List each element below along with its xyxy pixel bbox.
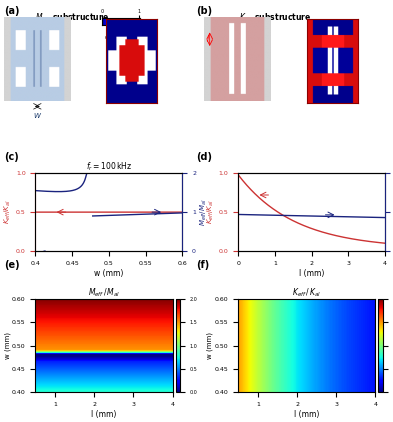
X-axis label: l (mm): l (mm) <box>299 268 324 278</box>
Text: (f): (f) <box>196 260 210 270</box>
Y-axis label: $K_{eff}/K_{al}$: $K_{eff}/K_{al}$ <box>206 200 216 225</box>
X-axis label: l (mm): l (mm) <box>91 410 117 419</box>
Y-axis label: w (mm): w (mm) <box>4 332 11 359</box>
Title: $f_r = 100\,\mathrm{kHz}$: $f_r = 100\,\mathrm{kHz}$ <box>86 161 132 173</box>
Text: Normalized
displacement: Normalized displacement <box>104 29 138 40</box>
X-axis label: l (mm): l (mm) <box>294 410 320 419</box>
X-axis label: w (mm): w (mm) <box>94 268 123 278</box>
Title: $K_{eff}\,/\,K_{al}$: $K_{eff}\,/\,K_{al}$ <box>292 287 321 299</box>
Text: (a): (a) <box>4 6 19 16</box>
Y-axis label: $M_{eff}/M_{al}$: $M_{eff}/M_{al}$ <box>199 198 209 226</box>
Text: (e): (e) <box>4 260 20 270</box>
Text: $W$: $W$ <box>33 111 42 120</box>
Text: (b): (b) <box>196 6 213 16</box>
Text: $l$: $l$ <box>206 33 210 44</box>
Text: $M_{eff}$-substructure: $M_{eff}$-substructure <box>35 12 109 24</box>
Text: (d): (d) <box>196 152 213 162</box>
Y-axis label: $K_{eff}/K_{al}$: $K_{eff}/K_{al}$ <box>3 200 13 225</box>
Y-axis label: w (mm): w (mm) <box>207 332 213 359</box>
Text: (c): (c) <box>4 152 19 162</box>
Title: $M_{eff}\,/\,M_{al}$: $M_{eff}\,/\,M_{al}$ <box>88 287 120 299</box>
Text: $K_{eff}$-substructure: $K_{eff}$-substructure <box>239 12 311 24</box>
